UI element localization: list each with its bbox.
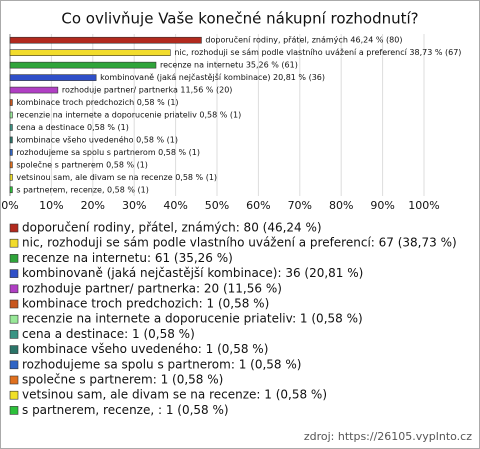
legend-swatch [9,238,19,248]
bar [9,99,13,106]
legend-label: společne s partnerem: 1 (0,58 %) [22,373,223,387]
legend-swatch [9,269,19,278]
legend-swatch [9,223,19,233]
data-label: rozhoduje partner/ partnerka 11,56 % (20… [62,86,233,95]
data-label: recenzie na internete a doporucenie pria… [16,111,241,120]
legend-swatch [9,284,19,294]
data-label: rozhodujeme sa spolu s partnerom 0,58 % … [16,148,200,157]
data-label: kombinace troch predchozich 0,58 % (1) [16,98,178,107]
bar [9,111,13,119]
bar [9,161,13,169]
chart-title: Co ovlivňuje Vaše konečné nákupní rozhod… [61,10,418,28]
legend-swatch [9,299,19,309]
data-label: nic, rozhoduji se sám podle vlastního uv… [174,48,461,57]
legend-label: nic, rozhoduji se sám podle vlastního uv… [22,236,457,250]
bar [9,74,97,81]
data-label: doporučení rodiny, přátel, známých 46,24… [205,35,402,45]
x-tick-label: 20% [81,199,105,212]
data-label: kombinace všeho uvedeného 0,58 % (1) [16,134,178,144]
bar [9,86,59,94]
x-tick-label: 70% [288,199,312,212]
legend-label: kombinovaně (jaká nejčastější kombinace)… [22,266,363,280]
legend-label: kombinace troch predchozich: 1 (0,58 %) [22,297,269,311]
bar [9,49,171,56]
x-tick-label: 60% [246,199,270,212]
bar [9,124,13,131]
legend-swatch [9,254,19,263]
bar [9,61,157,69]
x-tick-label: 40% [163,199,187,212]
legend-label: rozhodujeme sa spolu s partnerom: 1 (0,5… [22,357,301,371]
legend-swatch [9,360,19,370]
data-label: společne s partnerem 0,58 % (1) [16,159,148,169]
data-label: kombinovaně (jaká nejčastější kombinace)… [100,72,325,82]
legend-swatch [9,314,19,324]
x-tick-label: 10% [39,199,63,212]
legend-label: doporučení rodiny, přátel, známých: 80 (… [22,221,322,235]
source: zdroj: https://26105.vyplnto.cz [304,430,472,443]
x-tick-label: 30% [122,199,146,212]
bar [9,136,13,144]
legend-label: vetsinou sam, ale divam se na recenze: 1… [22,388,327,402]
legend-label: kombinace všeho uvedeného: 1 (0,58 %) [22,342,268,356]
data-label: cena a destinace 0,58 % (1) [16,123,128,132]
legend-label: rozhoduje partner/ partnerka: 20 (11,56 … [22,281,282,295]
bar [9,186,13,194]
legend-label: s partnerem, recenze, : 1 (0,58 %) [22,403,229,417]
legend-label: recenzie na internete a doporucenie pria… [22,312,363,326]
data-label: s partnerem, recenze, 0,58 % (1) [16,185,149,194]
x-tick-label: 50% [205,199,229,212]
x-tick-label: 80% [329,199,353,212]
legend-swatch [9,406,19,415]
data-label: recenze na internetu 35,26 % (61) [160,61,298,70]
x-tick-label: 100% [408,199,439,212]
legend-swatch [9,375,19,385]
legend-swatch [9,330,19,339]
bar [9,174,13,181]
x-tick-label: 90% [370,199,394,212]
legend-swatch [9,345,19,354]
bar [9,36,202,44]
legend-label: cena a destinace: 1 (0,58 %) [22,327,195,341]
legend-swatch [9,390,19,400]
legend-label: recenze na internetu: 61 (35,26 %) [22,251,233,265]
x-tick-label: 0% [1,199,18,212]
data-label: vetsinou sam, ale divam se na recenze 0,… [16,173,217,182]
bar [9,149,13,156]
